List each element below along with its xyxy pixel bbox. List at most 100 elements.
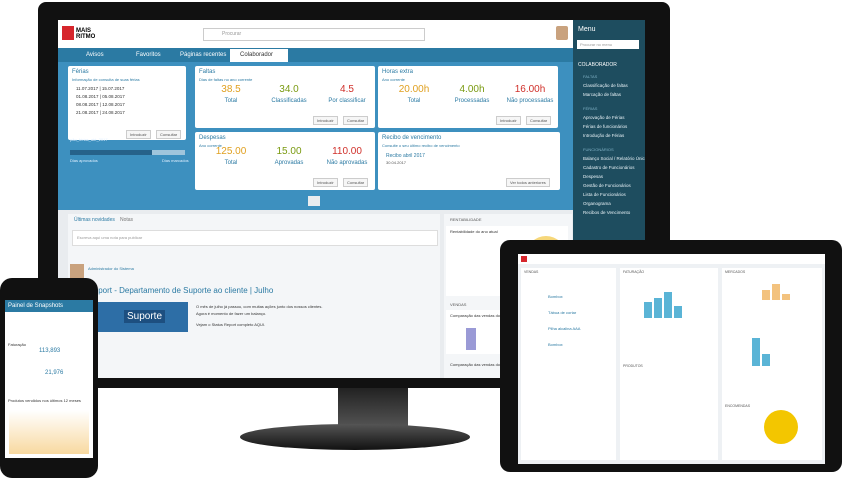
menu-item[interactable]: Gestão de Funcionários [583, 183, 631, 188]
menu-section: COLABORADOR [578, 62, 617, 68]
metric-value: 15.00 [276, 146, 302, 157]
header: MAIS RITMO Procurar [58, 20, 573, 48]
note-input[interactable]: Escreva aqui uma nota para publicar [72, 230, 438, 246]
menu-item[interactable]: Lista de Funcionários [583, 192, 626, 197]
progress-title: pão_férias_até_2017 [70, 137, 108, 142]
tab-bar: Avisos Favoritos Páginas recentes Colabo… [58, 48, 573, 62]
metric-value: 16.00h [514, 84, 546, 95]
panel-title: VENDAS [450, 302, 467, 307]
feed-tab[interactable]: Notas [120, 217, 134, 223]
chart-bar [752, 338, 760, 366]
button[interactable]: Consultar [343, 178, 369, 187]
menu-item[interactable]: Introdução de Férias [583, 133, 625, 138]
note-placeholder: Escreva aqui uma nota para publicar [77, 235, 143, 240]
post-body: O mês de julho já passou, com muitas açõ… [196, 304, 323, 309]
menu-title: Menu [578, 26, 596, 33]
search-placeholder: Procurar [222, 31, 242, 37]
author-avatar [70, 264, 84, 278]
sales-subtitle: Comparação das vendas do ano [450, 362, 508, 367]
chart-bar [762, 290, 770, 300]
metric-label: Processadas [454, 98, 490, 104]
button[interactable]: Consultar [343, 116, 369, 125]
ferias-row: 21.08.2017 | 24.08.2017 [76, 110, 125, 115]
metric-value: 4.00h [459, 84, 485, 95]
metric-label: Não aprovadas [326, 160, 368, 166]
progress-bar [70, 150, 185, 155]
phone-chart [9, 410, 89, 454]
button[interactable]: Introduzir [313, 116, 338, 125]
menu-group: FUNCIONÁRIOS [583, 147, 614, 152]
button[interactable]: Consultar [156, 130, 182, 139]
phone-header: Painel de Snapshots [5, 300, 93, 312]
progress-label: Dias marcados [162, 158, 189, 163]
active-tab [230, 49, 288, 62]
card-title: Faltas [199, 69, 216, 75]
metric-label: Total [407, 98, 421, 104]
author: Administrador do Sistema [88, 266, 134, 271]
tab[interactable]: Favoritos [136, 52, 161, 58]
sales-subtitle: Comparação das vendas do ano [450, 313, 508, 318]
metric-label: Aprovadas [274, 160, 304, 166]
feed-tab[interactable]: Últimas novidades [74, 217, 115, 223]
ferias-row: 08.08.2017 | 12.08.2017 [76, 102, 125, 107]
tablet-panel [521, 268, 616, 460]
chart-bar [762, 354, 770, 366]
menu-item[interactable]: Organograma [583, 201, 611, 206]
chart-bar [772, 284, 780, 300]
tab[interactable]: Colaborador [240, 52, 274, 58]
panel-title: ENCOMENDAS [725, 404, 751, 408]
card-title: Recibo de vencimento [382, 135, 442, 141]
button[interactable]: Introduzir [313, 178, 338, 187]
metric-value: 125.00 [215, 146, 247, 157]
table-row: Pilha alcalina AAA [548, 326, 581, 331]
avatar[interactable] [556, 26, 568, 40]
metric-label: Não processadas [506, 98, 554, 104]
chart-bar [674, 306, 682, 318]
menu-item[interactable]: Classificação de faltas [583, 83, 628, 88]
feed-panel: Últimas novidades Notas Escreva aqui uma… [68, 214, 440, 378]
post-title[interactable]: Report - Departamento de Suporte ao clie… [88, 286, 274, 295]
logo-icon [521, 256, 527, 262]
tab[interactable]: Páginas recentes [180, 52, 227, 58]
metric-label: Por classificar [328, 98, 366, 104]
menu-item[interactable]: Despesas [583, 174, 604, 179]
phone-value: 21,976 [45, 370, 64, 376]
metric-card: Despesas Ano corrente 125.00 Total 15.00 Apro… [195, 132, 375, 190]
menu-item[interactable]: Balanço Social / Relatório Único [583, 156, 645, 161]
logo-icon [62, 26, 74, 40]
panel-title: FATURAÇÃO [623, 270, 645, 274]
menu-item[interactable]: Cadastro de Funcionários [583, 165, 635, 170]
search-box[interactable]: Procurar [203, 28, 425, 41]
sales-bar [466, 328, 476, 350]
collapse-button[interactable] [308, 196, 320, 206]
monitor-base [240, 424, 470, 450]
menu-search[interactable]: Procurar no menu [577, 40, 639, 49]
menu-item[interactable]: Férias de funcionários [583, 124, 628, 129]
phone-value: 113,893 [39, 348, 61, 354]
metric-value: 38.5 [221, 84, 241, 95]
tab[interactable]: Avisos [86, 52, 104, 58]
card-title: Férias [72, 69, 89, 75]
menu-group: FALTAS [583, 74, 598, 79]
table-row: Bombox [548, 342, 563, 347]
progress-fill [70, 150, 152, 155]
button[interactable]: Consultar [526, 116, 552, 125]
recibo-date: 30.04.2017 [386, 160, 407, 165]
button[interactable]: Ver todos anteriores [506, 178, 550, 187]
panel-title: VENDAS [524, 270, 539, 274]
panel-title: RENTABILIDADE [450, 217, 482, 222]
menu-item[interactable]: Recibos de Vencimento [583, 210, 631, 215]
button[interactable]: Introduzir [496, 116, 521, 125]
metric-value: 20.00h [398, 84, 430, 95]
post-body: Vejam o Status Report completo AQUI. [196, 322, 266, 327]
pie [764, 410, 798, 444]
button[interactable]: Introduzir [126, 130, 151, 139]
recibo-name[interactable]: Recibo abril 2017 [386, 153, 425, 159]
tablet-panel [722, 268, 822, 460]
chart-bar [782, 294, 790, 300]
image-text: Suporte [124, 310, 166, 323]
menu-item[interactable]: Aprovação de Férias [583, 115, 625, 120]
ferias-row: 01.08.2017 | 05.08.2017 [76, 94, 125, 99]
metric-value: 4.5 [340, 84, 354, 95]
menu-item[interactable]: Marcação de faltas [583, 92, 622, 97]
